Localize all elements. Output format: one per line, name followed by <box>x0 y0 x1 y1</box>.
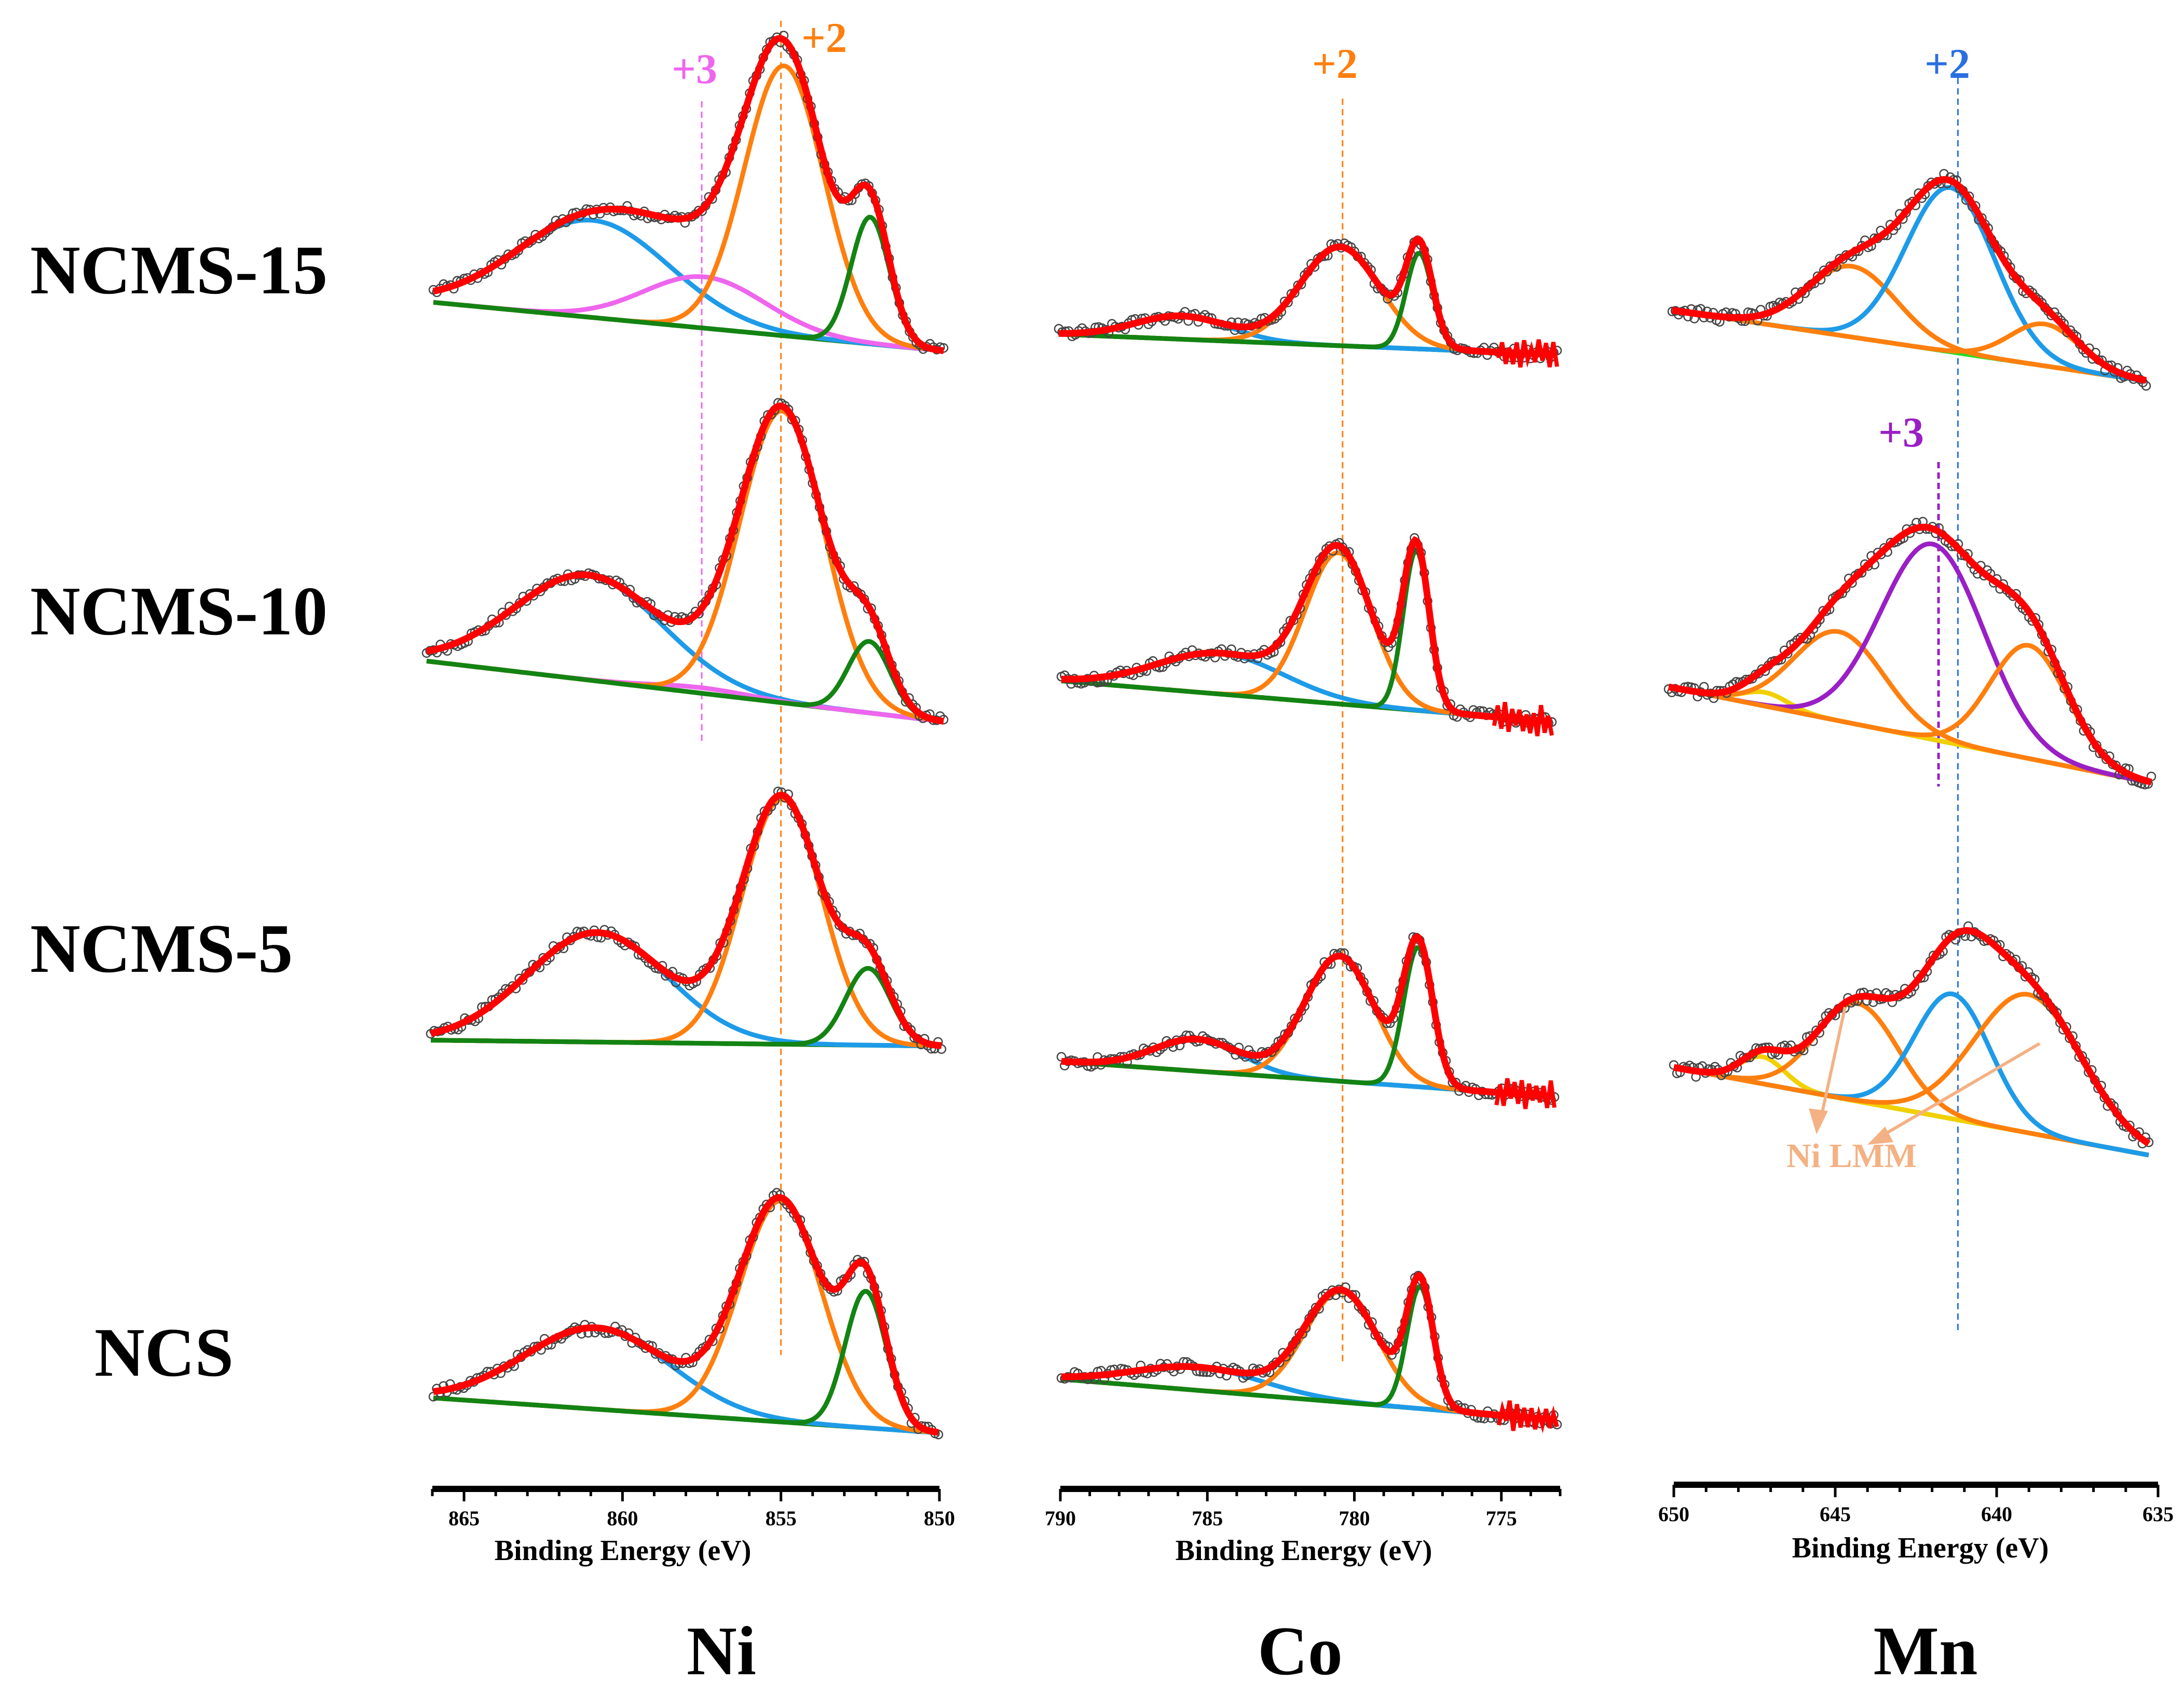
axes: 865 860 855 850 790 785 780 775 650 645 640 635 <box>431 1482 2174 1530</box>
row-label-ncms5: NCMS-5 <box>30 910 293 987</box>
co-fit-ncs <box>1061 1271 1558 1423</box>
ni-fit-ncms-15 <box>432 35 944 355</box>
ni-lmm-arrow-2 <box>1874 1042 2041 1142</box>
mn-spectrum-ncms-5 <box>1669 921 2154 1158</box>
ni-raw-points-ncms-5 <box>426 787 947 1054</box>
ni-lmm-arrow-1 <box>1818 1007 1847 1127</box>
ni-plus3-label: +3 <box>672 45 717 92</box>
co-x-axis: 790 785 780 775 <box>1045 1486 1562 1530</box>
mn-tick-label-635: 635 <box>2142 1502 2174 1526</box>
ni-component-3-ncms-10 <box>426 639 944 724</box>
co-tick-label-785: 785 <box>1192 1507 1223 1530</box>
ni-lmm-label: Ni LMM <box>1786 1137 1917 1175</box>
ni-component-2-ncms-10 <box>426 409 944 724</box>
co-spectrum-ncs <box>1056 1270 1562 1433</box>
mn-fit-ncms-15 <box>1672 176 2147 384</box>
co-spectrum-ncms-10 <box>1056 533 1557 737</box>
co-spectrum-ncms-5 <box>1056 932 1560 1109</box>
row-label-ncms10: NCMS-10 <box>30 573 327 649</box>
ni-plus2-label: +2 <box>801 14 847 61</box>
raw-point <box>2141 381 2151 391</box>
ni-fit-ncms-5 <box>430 792 942 1049</box>
ni-fit-ncs <box>433 1194 939 1436</box>
ni-component-1-ncms-5 <box>431 796 941 1049</box>
ni-tick-label-855: 855 <box>766 1507 797 1530</box>
mn-x-axis: 650 645 640 635 <box>1658 1482 2174 1526</box>
panel-title-mn: Mn <box>1874 1612 1978 1689</box>
mn-component-2-ncms-15 <box>1672 308 2147 383</box>
co-axis-label: Binding Energy (eV) <box>1176 1535 1432 1567</box>
ni-lmm-arrowhead-2 <box>1867 1127 1893 1145</box>
mn-fit-ncms-5 <box>1673 927 2151 1147</box>
ni-spectrum-ncs <box>428 1188 944 1440</box>
ni-lmm-annotation: Ni LMM <box>1786 1007 2041 1175</box>
ni-spectrum-ncms-5 <box>426 787 947 1054</box>
co-tick-label-775: 775 <box>1486 1507 1517 1530</box>
ni-x-axis: 865 860 855 850 <box>431 1486 955 1530</box>
mn-fit-ncms-10 <box>1668 523 2152 785</box>
ni-tick-label-860: 860 <box>607 1507 638 1530</box>
ni-axis-label: Binding Energy (eV) <box>495 1535 752 1567</box>
mn-plus3-label: +3 <box>1878 409 1924 456</box>
mn-tick-label-640: 640 <box>1981 1502 2012 1526</box>
mn-spectrum-ncms-15 <box>1667 169 2151 391</box>
mn-component-1-ncms-15 <box>1672 185 2147 384</box>
co-fit-ncms-15 <box>1059 235 1558 358</box>
co-noise-tail-ncms-10 <box>1492 701 1554 737</box>
mn-tick-label-645: 645 <box>1820 1502 1851 1526</box>
ni-component-2-ncs <box>433 1289 939 1435</box>
mn-component-0-ncms-15 <box>1672 263 2147 384</box>
mn-tick-label-650: 650 <box>1658 1502 1689 1526</box>
co-component-1-ncms-10 <box>1061 550 1552 724</box>
co-component-2-ncs <box>1061 1284 1558 1422</box>
panel-title-co: Co <box>1258 1612 1343 1689</box>
mn-component-2-ncms-10 <box>1668 541 2152 785</box>
co-component-2-ncms-5 <box>1061 945 1555 1099</box>
raw-point <box>1056 1052 1067 1062</box>
co-noise-tail-ncms-15 <box>1496 339 1559 368</box>
co-fit-ncms-5 <box>1061 933 1555 1100</box>
mn-raw-points-ncms-15 <box>1667 169 2151 391</box>
ni-spectrum-ncms-15 <box>428 31 949 355</box>
mn-component-1-ncms-10 <box>1668 629 2152 785</box>
ni-component-0-ncms-15 <box>433 218 944 354</box>
ni-component-3-ncms-15 <box>433 214 944 354</box>
ni-spectrum-ncms-10 <box>421 398 949 725</box>
mn-component-2-ncms-5 <box>1673 991 2149 1158</box>
ni-lmm-arrowhead-1 <box>1809 1108 1828 1134</box>
co-raw-points-ncms-10 <box>1056 533 1557 728</box>
ni-component-1-ncs <box>433 1198 939 1435</box>
row-label-ncms15: NCMS-15 <box>30 232 327 308</box>
co-spectrum-ncms-15 <box>1054 235 1562 368</box>
mn-plus2-label: +2 <box>1924 40 1970 87</box>
mn-axis-label: Binding Energy (eV) <box>1792 1532 2049 1564</box>
row-label-ncs: NCS <box>94 1314 234 1391</box>
co-noise-tail-ncms-5 <box>1494 1078 1557 1109</box>
co-tick-label-790: 790 <box>1045 1507 1076 1530</box>
co-fit-ncms-10 <box>1061 536 1552 725</box>
panel-title-ni: Ni <box>687 1612 756 1689</box>
spectra-curves <box>421 31 2156 1440</box>
co-raw-points-ncs <box>1056 1270 1562 1430</box>
ni-fit-ncms-10 <box>426 402 945 725</box>
co-plus2-label: +2 <box>1312 40 1358 87</box>
ni-component-2-ncms-5 <box>431 966 942 1048</box>
co-tick-label-780: 780 <box>1339 1507 1370 1530</box>
co-noise-tail-ncs <box>1496 1400 1559 1433</box>
ni-tick-label-850: 850 <box>924 1507 955 1530</box>
mn-raw-points-ncms-5 <box>1669 921 2154 1149</box>
ni-tick-label-865: 865 <box>448 1507 480 1530</box>
mn-spectrum-ncms-10 <box>1663 517 2156 790</box>
